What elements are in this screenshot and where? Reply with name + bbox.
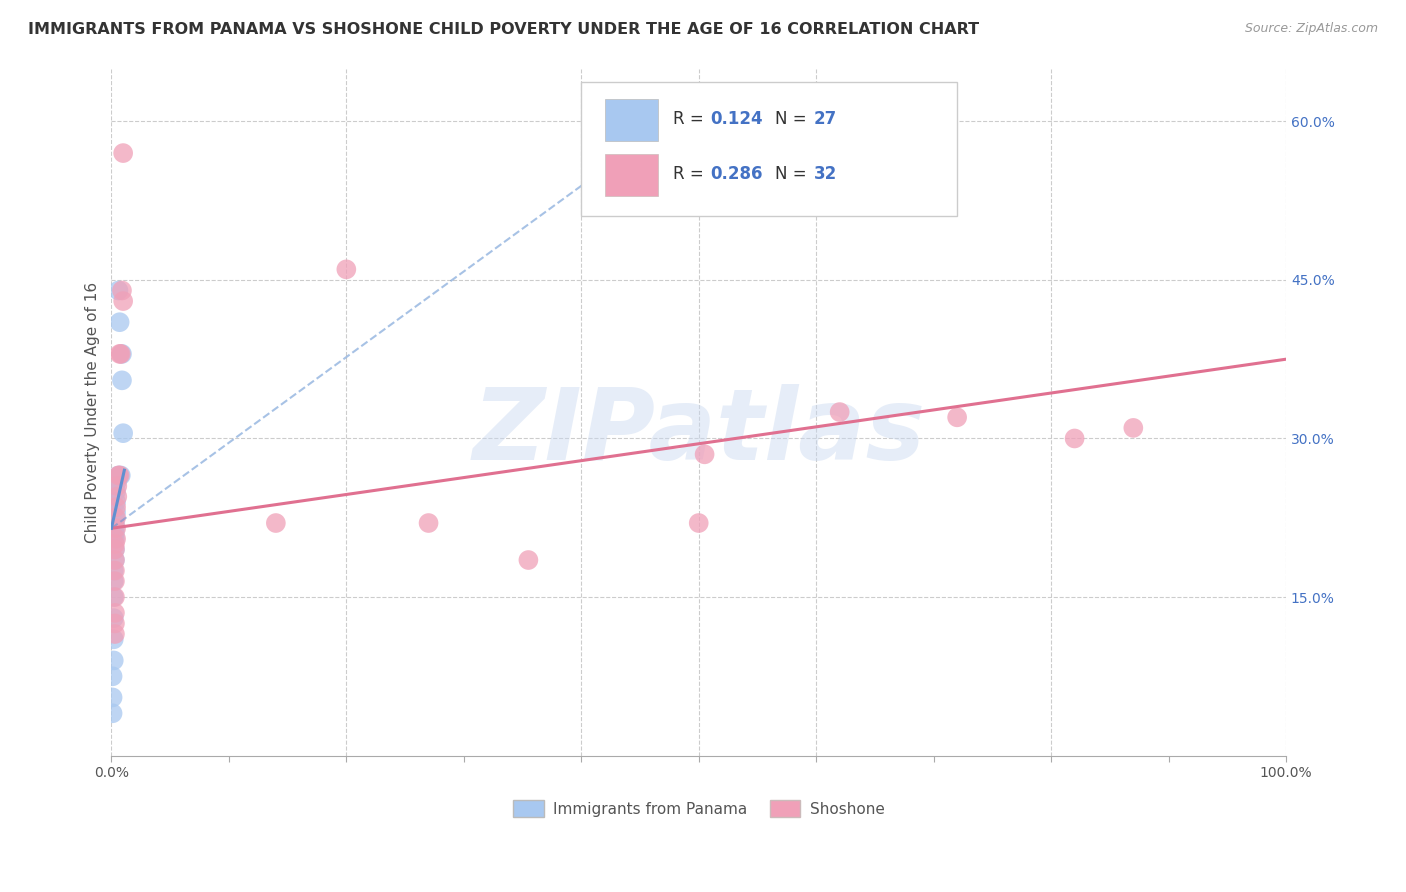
Point [1063,432,1085,446]
Legend: Immigrants from Panama, Shoshone: Immigrants from Panama, Shoshone [508,794,890,823]
Point [111,284,134,298]
FancyBboxPatch shape [605,154,658,195]
Point [104,606,127,620]
Point [112,294,135,309]
Point [105,510,128,524]
Text: 0.124: 0.124 [710,111,763,128]
Text: N =: N = [775,165,811,184]
Point [104,542,127,557]
Point [108,347,131,361]
Point [112,426,135,441]
Point [103,632,125,647]
Point [104,553,127,567]
Point [105,495,128,509]
Point [107,468,129,483]
Point [104,526,127,541]
Point [693,447,716,461]
Point [103,653,125,667]
Point [104,510,127,524]
Point [111,373,134,387]
Text: 32: 32 [814,165,837,184]
Point [108,315,131,329]
Point [688,516,710,530]
Point [104,532,127,546]
Point [946,410,969,425]
Point [517,553,540,567]
FancyBboxPatch shape [581,82,957,216]
Point [264,516,287,530]
Point [104,537,127,551]
Point [104,590,127,604]
Point [108,468,131,483]
Point [101,690,124,705]
Text: N =: N = [775,111,811,128]
Point [103,574,125,589]
Point [105,506,128,520]
Point [418,516,440,530]
Text: Source: ZipAtlas.com: Source: ZipAtlas.com [1244,22,1378,36]
Point [104,542,127,557]
Point [104,553,127,567]
Point [110,468,132,483]
Point [105,532,128,546]
Point [111,347,134,361]
Point [103,611,125,625]
Point [105,500,128,515]
Point [105,479,128,493]
Text: 27: 27 [814,111,837,128]
Point [104,564,127,578]
Y-axis label: Child Poverty Under the Age of 16: Child Poverty Under the Age of 16 [86,282,100,542]
Text: IMMIGRANTS FROM PANAMA VS SHOSHONE CHILD POVERTY UNDER THE AGE OF 16 CORRELATION: IMMIGRANTS FROM PANAMA VS SHOSHONE CHILD… [28,22,979,37]
Text: R =: R = [673,111,709,128]
Point [105,484,128,499]
Point [104,616,127,631]
Point [104,521,127,535]
Point [110,347,132,361]
Text: ZIPatlas: ZIPatlas [472,384,925,481]
Point [828,405,851,419]
Point [103,590,125,604]
Point [107,468,129,483]
Point [105,521,128,535]
Point [101,706,124,721]
Point [104,627,127,641]
Point [103,564,125,578]
Text: R =: R = [673,165,709,184]
Point [335,262,357,277]
Text: 0.286: 0.286 [710,165,763,184]
Point [1122,421,1144,435]
Point [107,284,129,298]
FancyBboxPatch shape [605,99,658,141]
Point [105,490,128,504]
Point [112,146,135,161]
Point [101,669,124,683]
Point [104,516,127,530]
Point [104,574,127,589]
Point [105,474,128,488]
